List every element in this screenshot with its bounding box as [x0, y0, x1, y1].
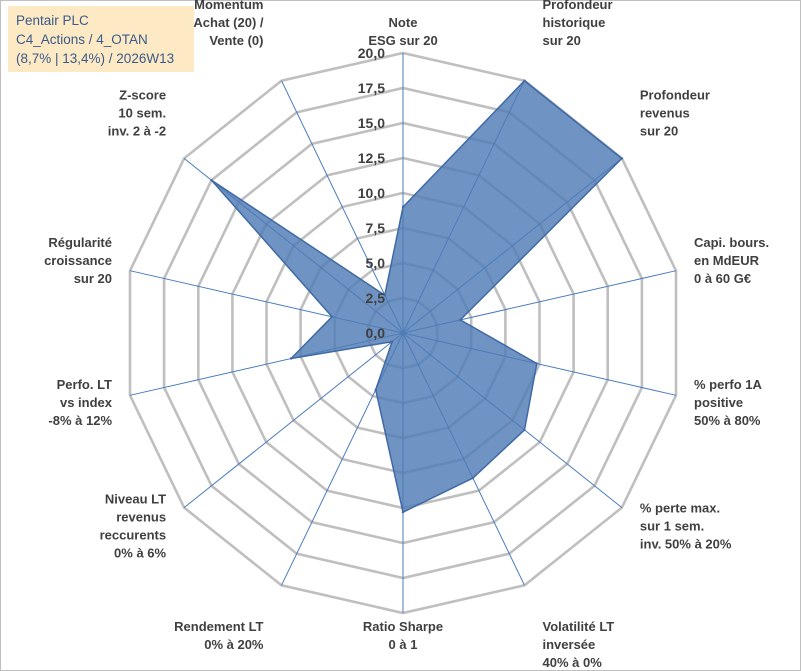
axis-label-line: 0 à 60 G€ — [694, 271, 751, 286]
axis-label-line: revenus — [640, 106, 690, 121]
axis-label-line: Perfo. LT — [57, 377, 112, 392]
axis-label-line: inversée — [543, 637, 596, 652]
axis-label-line: 0 à 1 — [389, 637, 418, 652]
radar-axis-labels: Note ESG sur 20 Profondeur historique sur 20… — [44, 0, 769, 670]
axis-spoke — [183, 332, 404, 508]
axis-label-line: -8% à 12% — [48, 413, 112, 428]
axis-label-line: sur 1 sem. — [640, 518, 704, 533]
data-point — [401, 511, 405, 514]
axis-label-line: Ratio Sharpe — [363, 619, 443, 634]
axis-label-line: 40% à 0% — [543, 655, 603, 670]
axis-label-line: 0% à 20% — [204, 637, 264, 652]
axis-label-line: Capi. bours. — [694, 235, 769, 250]
tick-label: 10,0 — [358, 185, 385, 201]
axis-label: Perfo. LT vs index -8% à 12% — [48, 377, 112, 428]
axis-label-line: Momentum — [194, 0, 263, 12]
data-point — [401, 205, 405, 209]
axis-label: Z-score 10 sem. inv. 2 à -2 — [108, 88, 166, 139]
axis-label-line: Régularité — [48, 235, 112, 250]
axis-label-line: 10 sem. — [118, 106, 166, 121]
axis-label-line: Volatilité LT — [543, 619, 615, 634]
axis-label: Ratio Sharpe 0 à 1 — [363, 619, 443, 652]
tick-label: 15,0 — [358, 115, 385, 131]
axis-label-line: 50% à 80% — [694, 413, 761, 428]
axis-label-line: positive — [694, 395, 743, 410]
axis-label-line: 0% à 6% — [114, 545, 166, 560]
axis-label-line: Profondeur — [640, 88, 710, 103]
axis-label: Profondeur historique sur 20 — [543, 0, 613, 48]
portfolio-label: C4_Actions / 4_OTAN — [16, 32, 148, 47]
radar-tick-labels: 0,0 2,5 5,0 7,5 10,0 12,5 15,0 17,5 20,0 — [358, 45, 385, 341]
axis-label-line: inv. 50% à 20% — [640, 536, 732, 551]
axis-label: Note ESG sur 20 — [368, 15, 437, 48]
data-point — [390, 340, 394, 343]
axis-label-line: sur 20 — [74, 271, 112, 286]
data-point — [459, 318, 462, 322]
radar-series — [210, 79, 624, 514]
axis-label-line: Profondeur — [543, 0, 613, 12]
axis-label: Capi. bours. en MdEUR 0 à 60 G€ — [694, 235, 769, 286]
axis-label-line: revenus — [116, 509, 166, 524]
axis-label-line: en MdEUR — [694, 253, 760, 268]
axis-label: Niveau LT revenus reccurents 0% à 6% — [100, 491, 167, 560]
axis-label: % perfo 1A positive 50% à 80% — [694, 377, 763, 428]
axis-label-line: inv. 2 à -2 — [108, 124, 166, 139]
axis-label-line: Vente (0) — [209, 33, 263, 48]
tick-label: 7,5 — [366, 220, 386, 236]
tick-label: 5,0 — [366, 255, 386, 271]
axis-label-line: ESG sur 20 — [368, 33, 437, 48]
axis-label-line: % perte max. — [640, 500, 720, 515]
data-point — [374, 388, 377, 391]
tick-label: 17,5 — [358, 80, 385, 96]
data-point — [535, 362, 538, 365]
tick-label: 20,0 — [358, 45, 385, 61]
performance-label: (8,7% | 13,4%) / 2026W13 — [16, 51, 175, 66]
data-point — [471, 476, 475, 480]
axis-label-line: Z-score — [119, 88, 166, 103]
data-point — [620, 157, 624, 160]
axis-label: Rendement LT 0% à 20% — [174, 619, 264, 652]
axis-label: % perte max. sur 1 sem. inv. 50% à 20% — [640, 500, 732, 551]
axis-label-line: sur 20 — [640, 124, 678, 139]
data-point — [383, 294, 386, 297]
data-point — [289, 357, 293, 360]
axis-label: Profondeur revenus sur 20 — [640, 88, 710, 139]
data-point — [523, 79, 526, 82]
data-point — [210, 179, 213, 182]
info-box: Pentair PLC C4_Actions / 4_OTAN (8,7% | … — [8, 6, 194, 72]
axis-label-line: croissance — [44, 253, 112, 268]
data-point — [523, 428, 526, 432]
axis-label-line: sur 20 — [543, 33, 581, 48]
axis-label-line: reccurents — [100, 527, 166, 542]
axis-label-line: % perfo 1A — [694, 377, 763, 392]
axis-label-line: vs index — [60, 395, 113, 410]
axis-label: Régularité croissance sur 20 — [44, 235, 112, 286]
axis-label: Volatilité LT inversée 40% à 0% — [543, 619, 615, 670]
tick-label: 2,5 — [366, 290, 386, 306]
axis-label-line: Note — [389, 15, 418, 30]
tick-label: 0,0 — [366, 325, 386, 341]
axis-spoke — [281, 80, 404, 334]
axis-label-line: Rendement LT — [174, 619, 263, 634]
company-name: Pentair PLC — [16, 13, 89, 28]
axis-label-line: Achat (20) / — [193, 15, 263, 30]
axis-label: Momentum Achat (20) / Vente (0) — [193, 0, 263, 48]
axis-label-line: historique — [543, 15, 606, 30]
tick-label: 12,5 — [358, 150, 385, 166]
axis-label-line: Niveau LT — [105, 491, 166, 506]
data-point — [330, 315, 334, 318]
